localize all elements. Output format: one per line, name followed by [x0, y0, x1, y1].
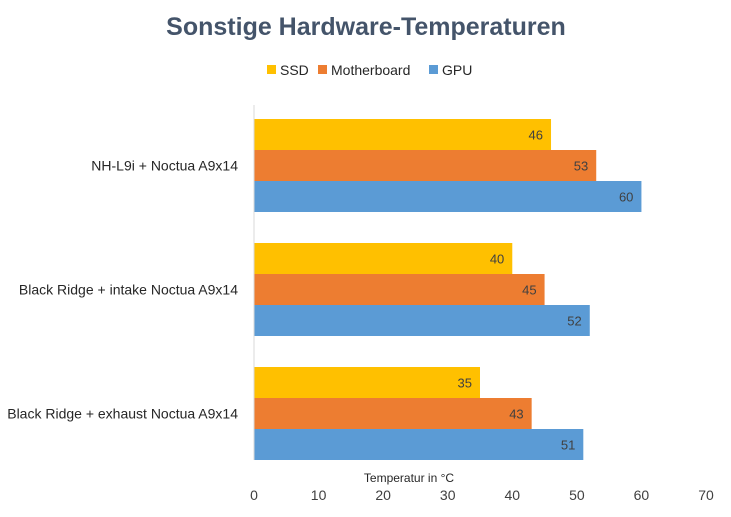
- x-tick-label-2: 20: [375, 487, 391, 503]
- x-tick-label-0: 0: [250, 487, 258, 503]
- bar-gpu-2: [254, 429, 584, 460]
- data-label-motherboard-0: 53: [574, 159, 588, 174]
- bar-motherboard-2: [254, 398, 532, 429]
- data-label-gpu-1: 52: [567, 314, 581, 329]
- bar-ssd-0: [254, 119, 552, 150]
- data-label-ssd-2: 35: [458, 376, 472, 391]
- bar-ssd-2: [254, 367, 480, 398]
- x-axis-ticks: 0 10 20 30 40 50 60 70: [250, 487, 714, 503]
- category-label-0: NH-L9i + Noctua A9x14: [91, 158, 238, 174]
- x-tick-label-5: 50: [569, 487, 585, 503]
- x-tick-label-1: 10: [311, 487, 327, 503]
- legend: SSD Motherboard GPU: [267, 62, 472, 78]
- bar-motherboard-0: [254, 150, 597, 181]
- legend-label-ssd: SSD: [280, 62, 309, 78]
- bar-gpu-0: [254, 181, 642, 212]
- x-tick-label-4: 40: [504, 487, 520, 503]
- data-label-gpu-2: 51: [561, 438, 575, 453]
- legend-swatch-motherboard: [318, 65, 327, 74]
- bar-ssd-1: [254, 243, 513, 274]
- data-label-gpu-0: 60: [619, 190, 633, 205]
- x-axis-title: Temperatur in °C: [364, 471, 454, 485]
- x-tick-label-6: 60: [634, 487, 650, 503]
- category-label-2: Black Ridge + exhaust Noctua A9x14: [7, 406, 238, 422]
- x-tick-label-7: 70: [698, 487, 714, 503]
- x-tick-label-3: 30: [440, 487, 456, 503]
- data-label-ssd-0: 46: [529, 128, 543, 143]
- legend-label-motherboard: Motherboard: [331, 62, 410, 78]
- data-label-motherboard-2: 43: [509, 407, 523, 422]
- bar-gpu-1: [254, 305, 590, 336]
- legend-swatch-gpu: [429, 65, 438, 74]
- legend-label-gpu: GPU: [442, 62, 472, 78]
- bar-groups: 46 53 60 40 45 52 35 43 51: [254, 119, 642, 460]
- data-label-motherboard-1: 45: [522, 283, 536, 298]
- category-label-1: Black Ridge + intake Noctua A9x14: [19, 282, 238, 298]
- bar-motherboard-1: [254, 274, 545, 305]
- chart-title: Sonstige Hardware-Temperaturen: [166, 13, 566, 41]
- category-labels: NH-L9i + Noctua A9x14 Black Ridge + intak…: [7, 158, 238, 422]
- legend-swatch-ssd: [267, 65, 276, 74]
- data-label-ssd-1: 40: [490, 252, 504, 267]
